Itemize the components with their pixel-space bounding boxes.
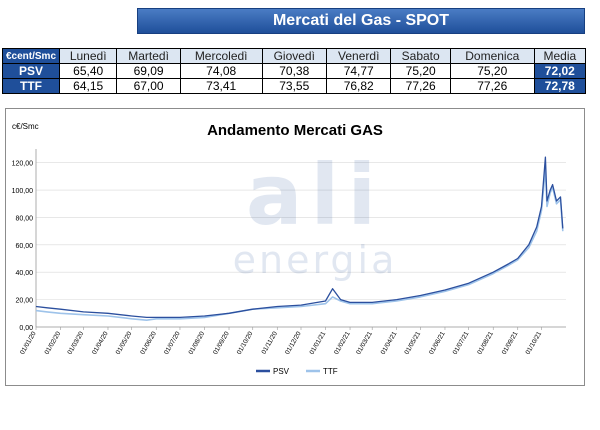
table-cell: 77,26 [449, 78, 535, 94]
x-tick-label: 01/01/20 [19, 330, 38, 356]
x-tick-label: 01/03/21 [355, 330, 374, 356]
y-tick-label: 100,00 [12, 188, 34, 195]
table-cell-media: 72,78 [533, 78, 587, 94]
x-axis-ticks: 01/01/20 01/02/20 01/03/20 01/04/20 01/05/20… [19, 327, 543, 356]
y-axis-ticks: 0,00 20,00 40,00 60,00 80,00 100,00 120,00 [12, 161, 34, 332]
series-line-psv [35, 156, 564, 319]
table-row: TTF 64,15 67,00 73,41 73,55 76,82 77,26 … [2, 78, 587, 94]
x-tick-label: 01/06/21 [428, 330, 447, 356]
table-cell: 65,40 [58, 63, 118, 79]
table-row: PSV 65,40 69,09 74,08 70,38 74,77 75,20 … [2, 63, 587, 79]
unit-header: €cent/Smc [2, 48, 60, 64]
x-tick-label: 01/03/20 [66, 330, 85, 356]
line-chart: Andamento Mercati GAS c€/Smc 0,00 20,00 40… [12, 122, 566, 376]
table-cell: 69,09 [116, 63, 181, 79]
x-tick-label: 01/02/21 [333, 330, 352, 356]
table-header-row: €cent/Smc Lunedì Martedì Mercoledì Giove… [2, 48, 587, 64]
x-tick-label: 01/08/20 [188, 330, 207, 356]
x-tick-label: 01/09/20 [212, 330, 231, 356]
table-cell: 76,82 [325, 78, 392, 94]
x-tick-label: 01/04/21 [380, 330, 399, 356]
table-cell-media: 72,02 [533, 63, 587, 79]
series-lines [35, 156, 564, 321]
table-cell: 73,55 [261, 78, 327, 94]
col-header: Mercoledì [179, 48, 263, 64]
col-header: Domenica [449, 48, 535, 64]
x-tick-label: 01/04/20 [91, 330, 110, 356]
chart-panel: Andamento Mercati GAS c€/Smc 0,00 20,00 40… [5, 108, 585, 386]
x-tick-label: 01/10/21 [524, 330, 543, 356]
table-cell: 67,00 [116, 78, 181, 94]
y-tick-label: 60,00 [15, 243, 33, 250]
y-tick-label: 120,00 [12, 161, 34, 168]
table-cell: 75,20 [449, 63, 535, 79]
col-header-media: Media [533, 48, 587, 64]
y-tick-label: 20,00 [15, 298, 33, 305]
x-tick-label: 01/07/20 [163, 330, 182, 356]
row-label: TTF [2, 78, 60, 94]
x-tick-label: 01/05/21 [403, 330, 422, 356]
price-table: €cent/Smc Lunedì Martedì Mercoledì Giove… [2, 48, 587, 94]
col-header: Sabato [390, 48, 451, 64]
page-title: Mercati del Gas - SPOT [137, 8, 585, 34]
x-tick-label: 01/05/20 [115, 330, 134, 356]
legend: PSV TTF [256, 367, 338, 376]
y-tick-label: 40,00 [15, 270, 33, 277]
x-tick-label: 01/12/20 [284, 330, 303, 356]
col-header: Giovedì [261, 48, 327, 64]
x-tick-label: 01/07/21 [452, 330, 471, 356]
grid-lines [35, 149, 566, 328]
legend-label: TTF [323, 367, 338, 376]
x-tick-label: 01/08/21 [476, 330, 495, 356]
x-tick-label: 01/01/21 [309, 330, 328, 356]
y-axis-label: c€/Smc [12, 122, 39, 131]
legend-label: PSV [273, 367, 290, 376]
col-header: Venerdì [325, 48, 392, 64]
col-header: Martedì [116, 48, 181, 64]
table-cell: 64,15 [58, 78, 118, 94]
x-tick-label: 01/02/20 [44, 330, 63, 356]
table-cell: 77,26 [390, 78, 451, 94]
table-cell: 73,41 [179, 78, 263, 94]
x-tick-label: 01/11/20 [261, 330, 280, 355]
y-tick-label: 80,00 [15, 215, 33, 222]
row-label: PSV [2, 63, 60, 79]
table-cell: 70,38 [261, 63, 327, 79]
x-tick-label: 01/06/20 [139, 330, 158, 356]
x-tick-label: 01/10/20 [236, 330, 255, 356]
x-tick-label: 01/09/21 [501, 330, 520, 356]
table-cell: 75,20 [390, 63, 451, 79]
table-cell: 74,08 [179, 63, 263, 79]
chart-title: Andamento Mercati GAS [207, 122, 383, 139]
col-header: Lunedì [58, 48, 118, 64]
y-tick-label: 0,00 [19, 325, 33, 332]
table-cell: 74,77 [325, 63, 392, 79]
